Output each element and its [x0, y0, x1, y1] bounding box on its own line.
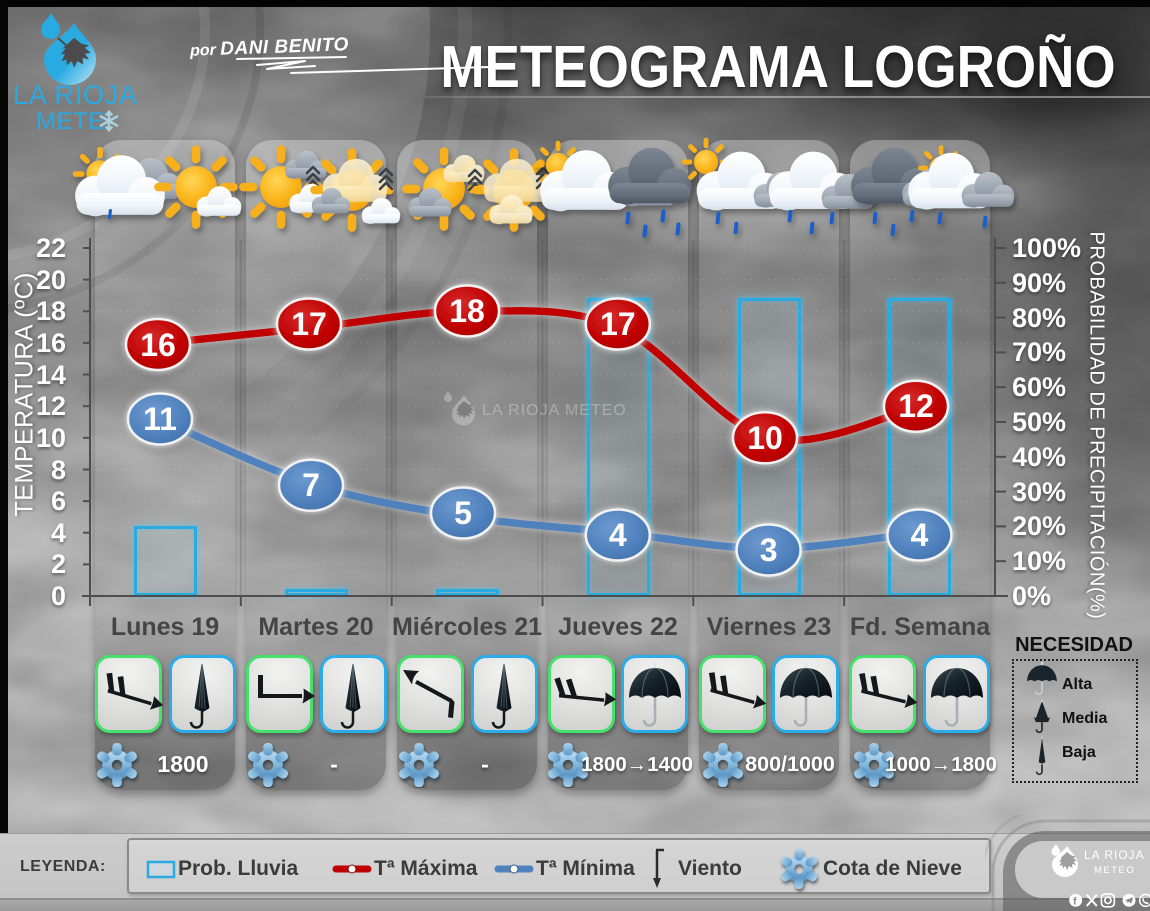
svg-text:5: 5 [454, 495, 472, 531]
svg-text:10: 10 [747, 420, 783, 456]
svg-text:f: f [1073, 896, 1077, 907]
svg-text:17: 17 [291, 306, 327, 342]
svg-text:11: 11 [143, 401, 177, 437]
svg-text:17: 17 [600, 306, 636, 342]
svg-text:LA RIOJA: LA RIOJA [13, 80, 138, 110]
svg-text:3: 3 [760, 532, 778, 568]
svg-text:12: 12 [898, 388, 934, 424]
svg-text:16: 16 [140, 327, 176, 363]
svg-text:18: 18 [449, 293, 485, 329]
svg-text:METE: METE [36, 108, 105, 135]
svg-text:4: 4 [609, 517, 627, 553]
svg-text:METEO: METEO [1094, 865, 1135, 876]
svg-text:7: 7 [302, 467, 320, 503]
svg-text:LA RIOJA: LA RIOJA [1084, 848, 1145, 862]
svg-text:4: 4 [911, 517, 929, 553]
